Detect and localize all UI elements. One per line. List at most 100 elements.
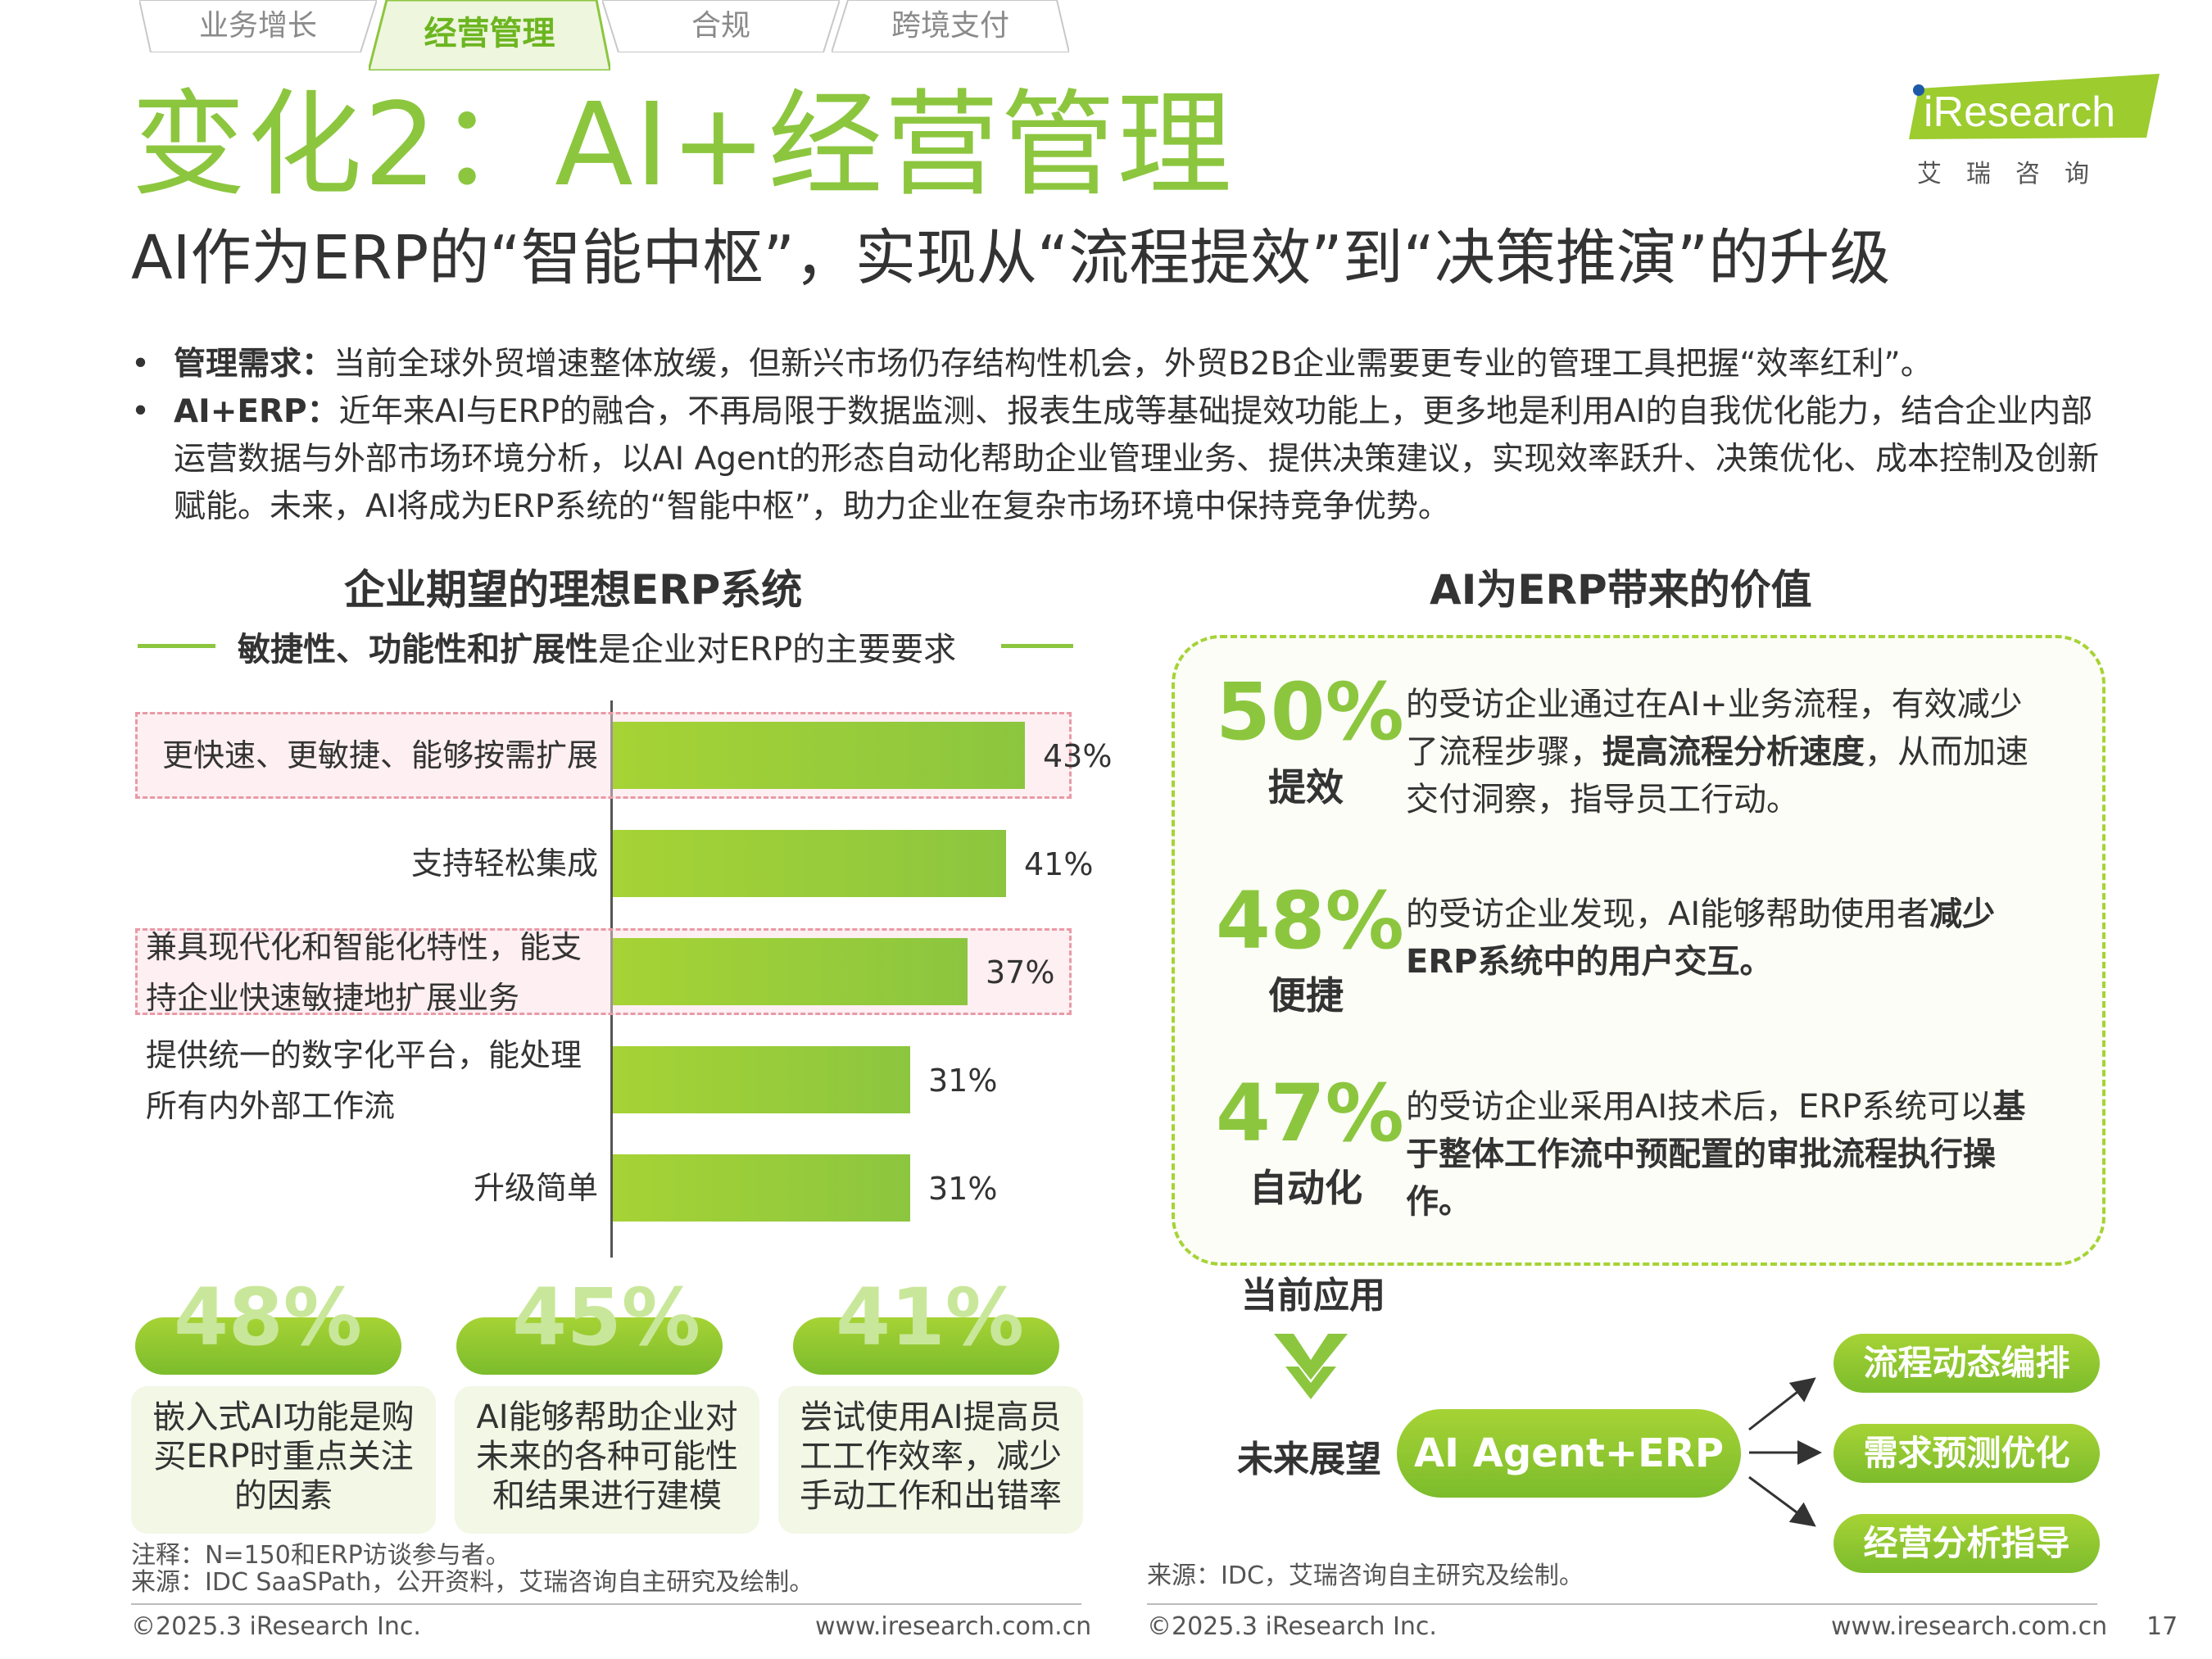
bar-category-label: 升级简单 [139, 1163, 598, 1213]
value-desc-bold: 提高流程分析速度 [1602, 733, 1865, 771]
chart-bar [613, 722, 1025, 789]
stat-card: AI能够帮助企业对 未来的各种可能性 和结果进行建模 [455, 1386, 759, 1534]
bullet-management-demand: • 管理需求：当前全球外贸增速整体放缓，但新兴市场仍存结构性机会，外贸B2B企业… [131, 341, 2114, 388]
footer-url: www.iresearch.com.cn [815, 1612, 1092, 1641]
bar-category-line: 所有内外部工作流 [146, 1088, 396, 1124]
footer-divider [131, 1603, 1081, 1605]
stat-pill [135, 1317, 401, 1375]
left-section-title: 企业期望的理想ERP系统 [344, 566, 803, 614]
logo-graphic: iResearch 艾瑞咨询 [1909, 74, 2160, 188]
bullet-dot: • [131, 346, 151, 383]
value-desc-text: 的受访企业采用AI技术后，ERP系统可以 [1406, 1088, 1993, 1126]
requirement-rest: 是企业对ERP的主要要求 [598, 631, 957, 669]
stat-desc-line: 未来的各种可能性 [476, 1438, 738, 1475]
page-number: 17 [2146, 1612, 2178, 1641]
tab-shape [369, 0, 610, 70]
tab-operations-management[interactable]: 经营管理 [369, 0, 610, 70]
value-desc-bold: 基于整体工作流中预配置的审批流程执行操作。 [1406, 1088, 2026, 1221]
app-process-orchestration: 流程动态编排 [1834, 1334, 2100, 1393]
ai-value-panel: 50% 提效 的受访企业通过在AI+业务流程，有效减少了流程步骤，提高流程分析速… [1172, 635, 2105, 1266]
footer-url: www.iresearch.com.cn [1831, 1612, 2108, 1641]
ai-agent-erp-pill: AI Agent+ERP [1397, 1409, 1741, 1498]
value-desc: 的受访企业通过在AI+业务流程，有效减少了流程步骤，提高流程分析速度，从而加速交… [1406, 681, 2053, 823]
bar-category-label: 兼具现代化和智能化特性，能支 持企业快速敏捷地扩展业务 [146, 922, 605, 1023]
value-label: 自动化 [1249, 1166, 1362, 1210]
page-title: 变化2：AI+经营管理 [131, 79, 1234, 212]
right-source: 来源：IDC，艾瑞咨询自主研究及绘制。 [1147, 1562, 1584, 1590]
stat-pill [456, 1317, 723, 1375]
stat-desc-line: 买ERP时重点关注 [153, 1438, 414, 1475]
page-subtitle: AI作为ERP的“智能中枢”，实现从“流程提效”到“决策推演”的升级 [131, 223, 1891, 293]
bullet-dot: • [131, 393, 151, 430]
chart-bar [613, 1046, 910, 1113]
svg-text:iResearch: iResearch [1924, 88, 2115, 136]
bar-value-label: 43% [1043, 738, 1113, 774]
stat-desc-line: 和结果进行建模 [492, 1477, 722, 1515]
tab-shape [832, 0, 1069, 52]
bar-category-line: 兼具现代化和智能化特性，能支 [146, 929, 582, 965]
svg-text:艾瑞咨询: 艾瑞咨询 [1917, 160, 2114, 188]
tab-label: 合规 [691, 9, 750, 43]
bar-value-label: 37% [986, 954, 1055, 990]
bar-value-label: 31% [928, 1171, 998, 1207]
stat-card: 尝试使用AI提高员 工工作效率，减少 手动工作和出错率 [778, 1386, 1083, 1534]
stat-desc-line: 嵌入式AI功能是购 [152, 1398, 415, 1436]
tab-business-growth[interactable]: 业务增长 [139, 0, 377, 52]
tab-shape [602, 0, 840, 52]
bar-category-line: 支持轻松集成 [410, 845, 598, 882]
value-pct: 47% [1216, 1067, 1404, 1159]
tab-label: 经营管理 [424, 15, 555, 52]
bar-category-line: 更快速、更敏捷、能够按需扩展 [161, 737, 598, 773]
bar-value-label: 41% [1024, 846, 1094, 882]
value-desc: 的受访企业采用AI技术后，ERP系统可以基于整体工作流中预配置的审批流程执行操作… [1406, 1083, 2053, 1226]
footer-copyright: ©2025.3 iResearch Inc. [1147, 1612, 1437, 1641]
chart-bar [613, 830, 1006, 897]
tab-label: 跨境支付 [891, 9, 1009, 43]
app-demand-forecast: 需求预测优化 [1834, 1424, 2100, 1483]
value-desc-text: ，从而加速交付洞察，指导员工行动。 [1406, 733, 2028, 818]
chevron-down-icon [1274, 1334, 1348, 1399]
divider-line [138, 644, 215, 648]
arrows-graphic [1748, 1377, 1822, 1527]
bullet-ai-erp: • AI+ERP：近年来AI与ERP的融合，不再局限于数据监测、报表生成等基础提… [131, 388, 2114, 531]
footer-divider [1147, 1603, 2097, 1605]
chart-axis [610, 700, 613, 1258]
bullet-text: 当前全球外贸增速整体放缓，但新兴市场仍存结构性机会，外贸B2B企业需要更专业的管… [333, 346, 1933, 383]
requirement-bold: 敏捷性、功能性和扩展性 [238, 631, 598, 669]
value-desc-bold: 减少ERP系统中的用户交互。 [1406, 895, 1996, 981]
left-note: 注释：N=150和ERP访谈参与者。 [131, 1541, 510, 1570]
tab-compliance[interactable]: 合规 [602, 0, 840, 52]
erp-expectation-bar-chart: 43% 更快速、更敏捷、能够按需扩展 41% 支持轻松集成 37% 兼具现代化和智能化特性… [131, 700, 1112, 1258]
stat-pill [793, 1317, 1059, 1375]
tab-cross-border-payment[interactable]: 跨境支付 [832, 0, 1069, 52]
app-business-analysis: 经营分析指导 [1834, 1514, 2100, 1573]
stat-value: 41% [836, 1271, 1024, 1363]
chart-bar [613, 938, 968, 1005]
intro-bullets: • 管理需求：当前全球外贸增速整体放缓，但新兴市场仍存结构性机会，外贸B2B企业… [131, 341, 2114, 531]
bar-category-line: 提供统一的数字化平台，能处理 [146, 1037, 582, 1073]
value-desc: 的受访企业发现，AI能够帮助使用者减少ERP系统中的用户交互。 [1406, 891, 2053, 986]
current-application-label: 当前应用 [1229, 1266, 1398, 1318]
stat-desc-line: AI能够帮助企业对 [476, 1398, 738, 1436]
stat-desc-line: 工工作效率，减少 [800, 1438, 1062, 1475]
stat-value: 48% [174, 1271, 362, 1363]
value-pct: 50% [1216, 666, 1404, 758]
value-pct: 48% [1216, 875, 1404, 967]
bar-category-label: 支持轻松集成 [139, 838, 598, 889]
bullet-label: 管理需求： [174, 346, 334, 383]
tab-shape [139, 0, 377, 52]
tab-label: 业务增长 [198, 9, 317, 43]
divider-line [1001, 644, 1073, 648]
bar-category-label: 更快速、更敏捷、能够按需扩展 [139, 730, 598, 781]
future-outlook-label: 未来展望 [1237, 1439, 1381, 1480]
bullet-label: AI+ERP： [174, 393, 339, 430]
stat-desc-line: 的因素 [234, 1477, 333, 1515]
chart-bar [613, 1154, 910, 1222]
right-section-title: AI为ERP带来的价值 [1430, 566, 1812, 614]
value-label: 便捷 [1268, 973, 1344, 1018]
value-desc-text: 的受访企业通过在AI+业务流程，有效减少了流程步骤， [1406, 686, 2023, 771]
bar-value-label: 31% [928, 1063, 998, 1099]
bar-category-line: 持企业快速敏捷地扩展业务 [146, 980, 520, 1016]
iresearch-logo: iResearch 艾瑞咨询 [1909, 69, 2171, 200]
stat-value: 45% [512, 1271, 700, 1363]
